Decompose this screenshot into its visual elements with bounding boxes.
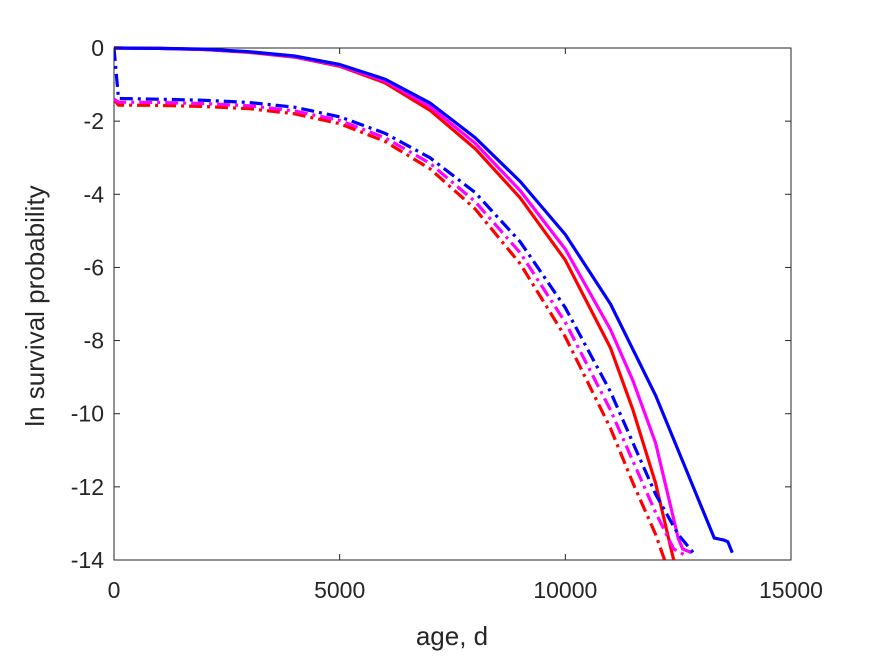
x-tick-label: 15000 — [759, 577, 823, 603]
x-axis-label: age, d — [416, 621, 488, 651]
y-axis-label: ln survival probability — [20, 185, 50, 426]
series-group — [114, 46, 734, 560]
plot-area — [113, 47, 792, 561]
series-line-6 — [114, 47, 698, 558]
y-tick-label: -14 — [71, 547, 104, 573]
x-tick-label: 10000 — [533, 577, 597, 603]
y-tick-label: -12 — [71, 474, 104, 500]
series-line-4 — [114, 98, 667, 560]
y-tick-label: -6 — [84, 254, 104, 280]
x-tick-label: 5000 — [314, 577, 365, 603]
axis-ticks: 0 5000 10000 15000 0 -2 -4 -6 -8 -10 -12 -14 — [71, 35, 823, 603]
y-tick-label: -8 — [84, 328, 104, 354]
plot-frame — [113, 47, 792, 561]
y-tick-label: -10 — [71, 401, 104, 427]
y-tick-label: -4 — [84, 181, 105, 207]
y-tick-label: -2 — [84, 108, 104, 134]
y-tick-label: 0 — [91, 35, 104, 61]
series-line-5 — [114, 97, 688, 558]
series-line-3 — [114, 46, 734, 554]
x-tick-label: 0 — [108, 577, 121, 603]
